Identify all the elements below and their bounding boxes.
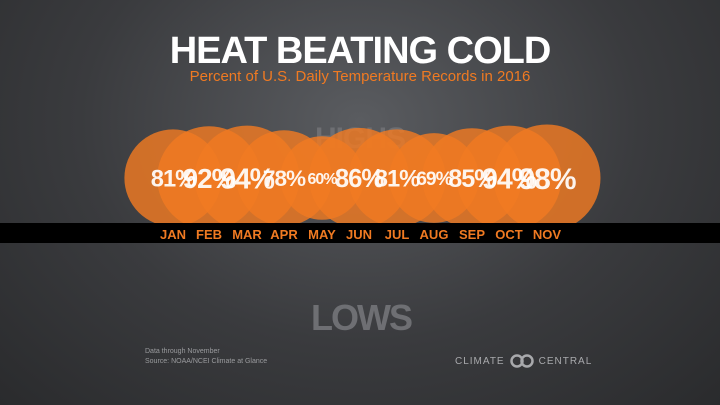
climate-central-logo: CLIMATE CENTRAL xyxy=(455,354,592,368)
month-band xyxy=(0,223,720,243)
month-label-aug: AUG xyxy=(420,227,449,242)
linked-rings-icon xyxy=(509,354,534,368)
logo-text-left: CLIMATE xyxy=(455,355,505,367)
data-note: Data through November xyxy=(145,348,220,355)
source-note: Source: NOAA/NCEI Climate at Glance xyxy=(145,358,268,365)
month-label-sep: SEP xyxy=(459,227,485,242)
month-label-mar: MAR xyxy=(232,227,262,242)
value-labels: 81%92%94%78% 60%86%81%69%85%94%98% xyxy=(151,163,577,196)
month-label-jul: JUL xyxy=(385,227,410,242)
value-label-may: 60% xyxy=(307,171,337,188)
value-label-apr: 78% xyxy=(263,166,306,191)
value-label-nov: 98% xyxy=(518,163,575,196)
chart-title: HEAT BEATING COLD xyxy=(169,30,552,72)
value-label-jun: 86% xyxy=(335,165,384,193)
month-label-oct: OCT xyxy=(495,227,523,242)
bubble-nov xyxy=(493,124,601,232)
value-label-aug: 69% xyxy=(416,169,452,190)
month-label-may: MAY xyxy=(308,227,336,242)
value-label-jan: 81% xyxy=(151,167,196,193)
lows-label: LOWS xyxy=(311,297,412,338)
month-label-jan: JAN xyxy=(160,227,186,242)
value-label-sep: 85% xyxy=(448,165,496,193)
value-label-oct: 94% xyxy=(482,163,537,195)
month-label-apr: APR xyxy=(270,227,298,242)
value-label-jul: 81% xyxy=(375,167,420,193)
month-label-feb: FEB xyxy=(196,227,222,242)
month-label-nov: NOV xyxy=(533,227,562,242)
chart-subtitle: Percent of U.S. Daily Temperature Record… xyxy=(189,68,531,85)
month-label-jun: JUN xyxy=(346,227,372,242)
value-label-feb: 92% xyxy=(183,163,236,194)
logo-text-right: CENTRAL xyxy=(538,355,593,367)
value-label-mar: 94% xyxy=(220,163,275,195)
bubble-layer xyxy=(124,124,601,232)
month-labels: JAN FEB MAR APR MAY JUN JUL AUG SEP OCT NOV xyxy=(160,227,561,242)
